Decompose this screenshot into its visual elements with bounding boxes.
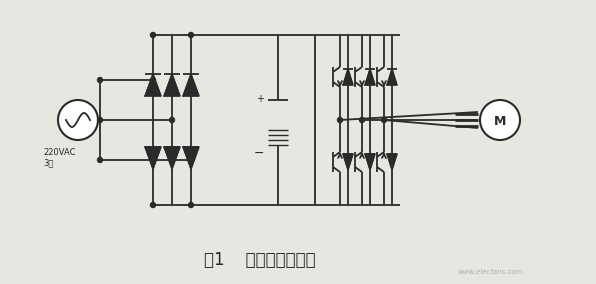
Circle shape	[381, 118, 386, 122]
Circle shape	[169, 118, 175, 122]
Circle shape	[337, 118, 343, 122]
Polygon shape	[164, 74, 180, 96]
Circle shape	[188, 202, 194, 208]
Circle shape	[151, 78, 156, 82]
Circle shape	[151, 202, 156, 208]
Polygon shape	[387, 69, 397, 85]
Circle shape	[359, 118, 365, 122]
Polygon shape	[343, 154, 353, 170]
Circle shape	[151, 32, 156, 37]
Text: +: +	[256, 94, 264, 104]
Polygon shape	[183, 74, 199, 96]
Circle shape	[188, 158, 194, 162]
Polygon shape	[145, 147, 161, 169]
Text: www.elecfans.com: www.elecfans.com	[457, 269, 523, 275]
Polygon shape	[343, 69, 353, 85]
Polygon shape	[387, 154, 397, 170]
Text: M: M	[494, 114, 506, 128]
Polygon shape	[145, 74, 161, 96]
Circle shape	[98, 118, 103, 122]
Circle shape	[98, 158, 103, 162]
Circle shape	[58, 100, 98, 140]
Polygon shape	[183, 147, 199, 169]
Text: 图1    通用变频器电路: 图1 通用变频器电路	[204, 251, 316, 269]
Circle shape	[480, 100, 520, 140]
Polygon shape	[164, 147, 180, 169]
Circle shape	[188, 32, 194, 37]
Polygon shape	[365, 69, 375, 85]
Text: 220VAC
3相: 220VAC 3相	[43, 148, 76, 167]
Circle shape	[98, 78, 103, 82]
Polygon shape	[365, 154, 375, 170]
Text: −: −	[253, 147, 264, 160]
